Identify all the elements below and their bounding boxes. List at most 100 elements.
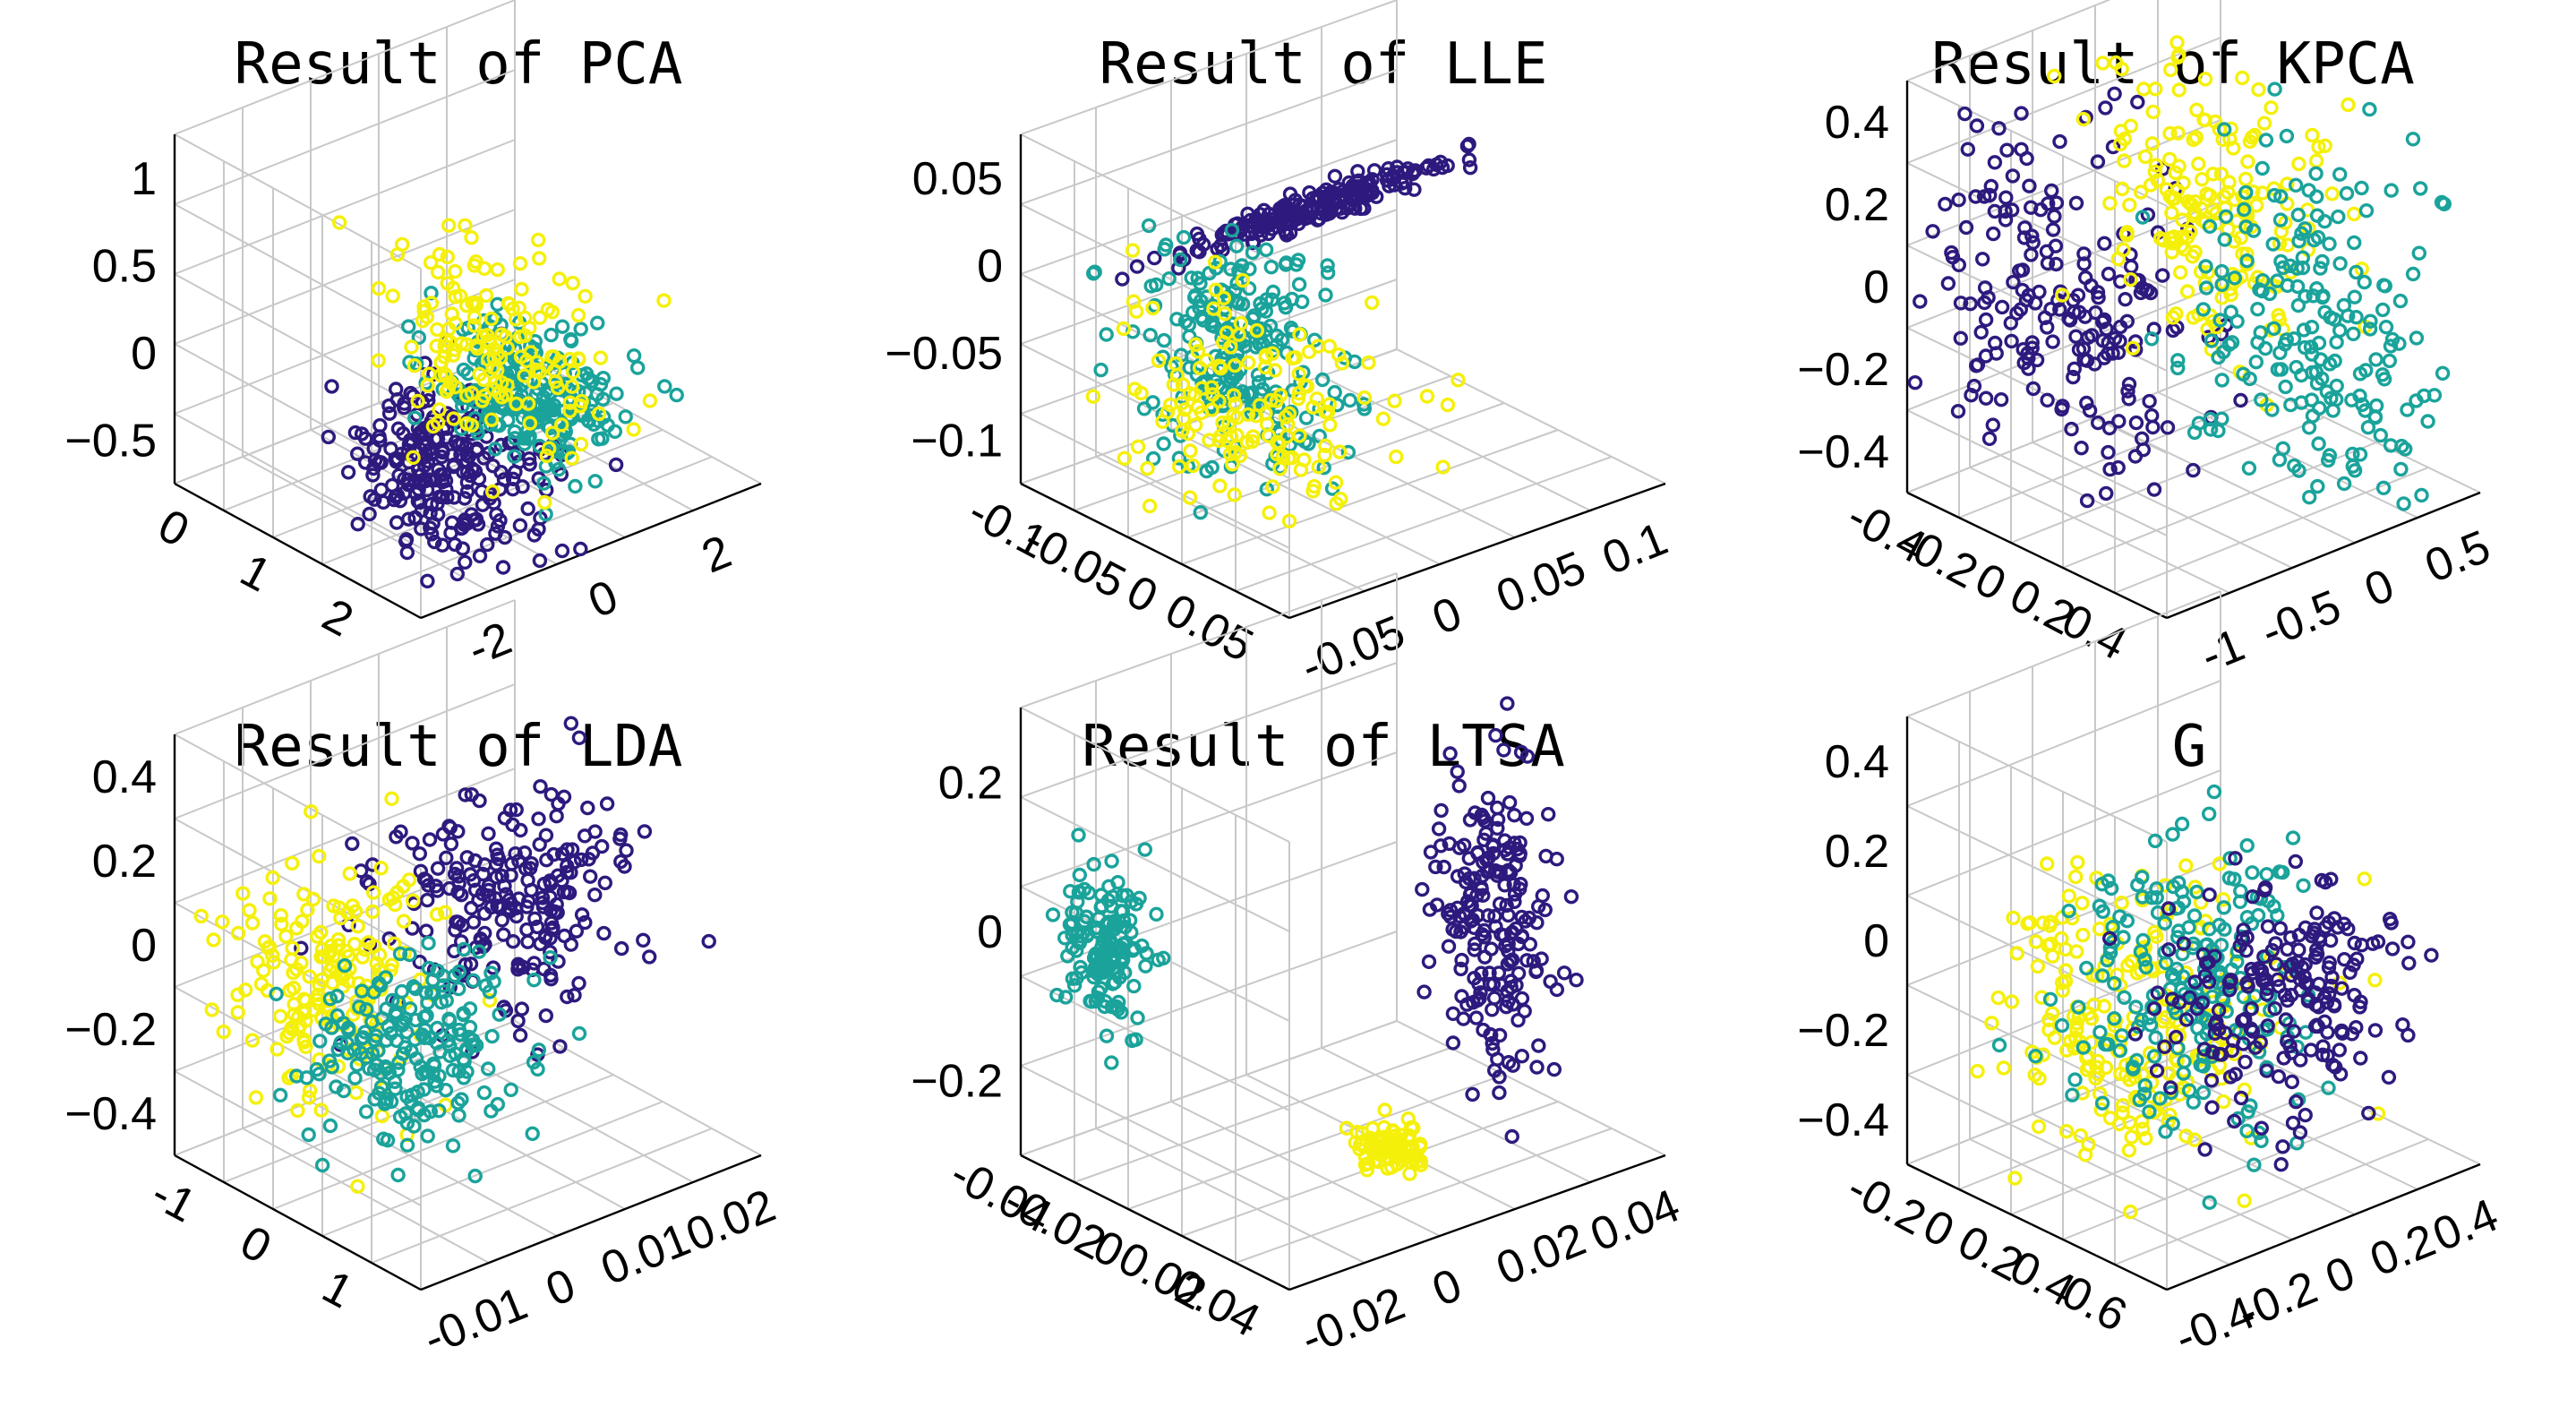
data-point: [301, 1090, 317, 1105]
data-point: [2346, 957, 2361, 973]
data-point: [1224, 222, 1240, 238]
data-point: [501, 900, 517, 915]
data-point: [2312, 400, 2327, 416]
data-point: [463, 957, 479, 972]
data-point: [2065, 1087, 2080, 1102]
data-point: [1953, 330, 1969, 346]
data-point: [563, 716, 578, 731]
data-point: [2280, 176, 2295, 192]
data-point: [347, 936, 363, 952]
data-point: [2121, 376, 2137, 392]
data-point: [514, 1001, 529, 1017]
data-point: [2270, 362, 2286, 377]
data-point: [2228, 851, 2243, 866]
data-point: [2244, 1000, 2259, 1017]
data-point: [2322, 236, 2337, 252]
data-point: [2079, 1062, 2095, 1077]
grid-line: [272, 1074, 614, 1210]
grid-line: [1020, 931, 1398, 1067]
data-point: [2186, 132, 2201, 148]
data-point: [1235, 272, 1251, 288]
data-point: [2075, 1040, 2092, 1055]
data-point: [2130, 94, 2145, 110]
data-point: [556, 884, 572, 900]
data-point: [1257, 359, 1273, 375]
data-point: [1171, 261, 1186, 276]
data-point: [2033, 202, 2049, 218]
data-point: [2256, 116, 2272, 131]
z-tick-label: 0.05: [912, 153, 1003, 205]
data-point: [544, 425, 561, 441]
x-tick-label: 0.02: [679, 1180, 783, 1262]
data-point: [2043, 936, 2058, 952]
data-point: [1071, 828, 1086, 843]
data-point: [230, 925, 246, 941]
data-point: [1991, 1037, 2007, 1053]
data-point: [532, 310, 548, 325]
data-point: [266, 955, 281, 970]
data-point: [371, 975, 387, 991]
data-point: [459, 484, 475, 499]
z-tick-label: 0.2: [1825, 826, 1889, 878]
data-point: [1973, 324, 1989, 340]
data-point: [1245, 235, 1261, 251]
data-point: [352, 999, 367, 1015]
data-point: [416, 871, 432, 887]
data-point: [1106, 952, 1122, 967]
data-point: [387, 1074, 403, 1090]
data-point: [532, 251, 547, 266]
data-point: [313, 1102, 329, 1118]
data-point: [2195, 947, 2212, 963]
data-point: [2071, 999, 2086, 1015]
data-point: [2171, 82, 2187, 98]
data-point: [350, 517, 365, 532]
data-point: [384, 957, 399, 973]
data-point: [1476, 930, 1493, 945]
data-point: [2297, 339, 2313, 356]
data-point: [564, 379, 580, 394]
axes: -1 -0.5 0 0.5-0.4-0.200.20.40.40.20−0.2−0.4: [1797, 81, 2497, 682]
data-point: [463, 468, 478, 484]
data-point: [509, 900, 524, 916]
data-point: [1535, 888, 1551, 904]
data-point: [1500, 983, 1515, 999]
data-point: [569, 923, 584, 939]
data-point: [2321, 960, 2337, 975]
data-point: [2196, 112, 2212, 128]
data-point: [2014, 106, 2029, 121]
data-point: [626, 422, 641, 437]
data-point: [2119, 227, 2135, 243]
data-point: [459, 850, 475, 865]
data-point: [2289, 261, 2305, 276]
grid-line: [1906, 1038, 2221, 1165]
data-point: [348, 1085, 364, 1101]
data-point: [1489, 800, 1505, 816]
data-point: [2070, 287, 2086, 303]
data-point: [526, 528, 542, 543]
data-point: [1506, 877, 1521, 892]
z-tick-label: 0: [977, 240, 1003, 292]
data-point: [656, 293, 672, 308]
data-point: [418, 473, 433, 489]
data-point: [2197, 968, 2213, 983]
data-point: [290, 1102, 305, 1119]
data-point: [458, 554, 473, 570]
data-point: [2315, 1047, 2331, 1063]
data-point: [2187, 908, 2203, 923]
data-point: [440, 249, 455, 265]
data-point: [2199, 186, 2214, 202]
data-point: [2044, 1006, 2060, 1021]
data-point: [2308, 942, 2324, 957]
data-point: [2290, 207, 2306, 223]
x-axis: [420, 482, 762, 620]
data-point: [484, 412, 500, 427]
data-point: [1492, 1085, 1507, 1101]
z-tick-label: 0.2: [938, 757, 1003, 809]
scatter-points: [1970, 784, 2439, 1220]
data-point: [1278, 409, 1294, 425]
data-point: [440, 490, 455, 505]
data-point: [2259, 981, 2275, 997]
data-point: [1467, 936, 1483, 952]
data-point: [316, 948, 331, 965]
data-point: [1502, 794, 1518, 811]
